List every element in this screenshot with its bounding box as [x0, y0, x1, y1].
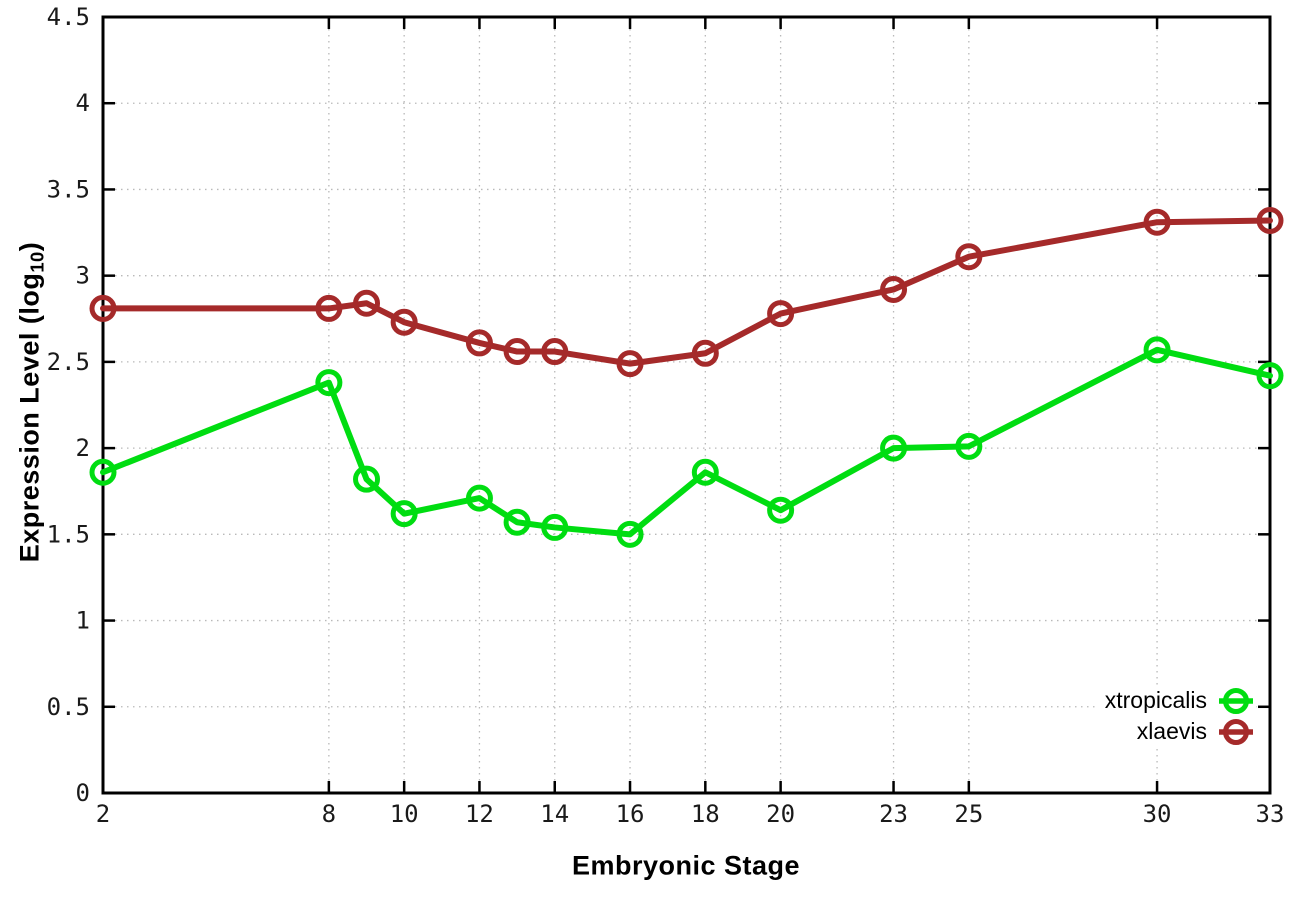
svg-text:3.5: 3.5 — [47, 175, 90, 203]
svg-text:1: 1 — [76, 607, 90, 635]
y-axis-label-suffix: ) — [14, 241, 45, 252]
svg-text:25: 25 — [954, 800, 983, 828]
svg-text:14: 14 — [540, 800, 569, 828]
svg-text:4: 4 — [76, 89, 90, 117]
svg-text:2.5: 2.5 — [47, 348, 90, 376]
svg-text:30: 30 — [1143, 800, 1172, 828]
svg-text:12: 12 — [465, 800, 494, 828]
legend-marker-circle-icon — [1219, 687, 1253, 714]
svg-text:16: 16 — [616, 800, 645, 828]
svg-text:2: 2 — [96, 800, 110, 828]
legend-marker-circle-icon — [1219, 718, 1253, 745]
x-axis-label: Embryonic Stage — [571, 850, 801, 881]
legend-item-xlaevis: xlaevis — [1105, 716, 1256, 747]
svg-text:0.5: 0.5 — [47, 693, 90, 721]
legend: xtropicalis xlaevis — [1098, 685, 1256, 747]
y-axis-label-subscript: 10 — [26, 251, 48, 273]
svg-text:4.5: 4.5 — [47, 3, 90, 31]
svg-text:10: 10 — [390, 800, 419, 828]
legend-item-xtropicalis: xtropicalis — [1105, 685, 1256, 716]
svg-text:0: 0 — [76, 779, 90, 807]
svg-text:1.5: 1.5 — [47, 520, 90, 548]
svg-text:3: 3 — [76, 262, 90, 290]
svg-text:33: 33 — [1256, 800, 1285, 828]
svg-text:18: 18 — [691, 800, 720, 828]
svg-text:2: 2 — [76, 434, 90, 462]
svg-text:20: 20 — [766, 800, 795, 828]
y-axis-label: Expression Level (log10) — [14, 241, 48, 563]
legend-label: xtropicalis — [1104, 687, 1207, 713]
svg-text:8: 8 — [322, 800, 336, 828]
legend-label: xlaevis — [1136, 718, 1207, 744]
svg-text:23: 23 — [879, 800, 908, 828]
y-axis-label-text: Expression Level (log — [14, 272, 45, 563]
